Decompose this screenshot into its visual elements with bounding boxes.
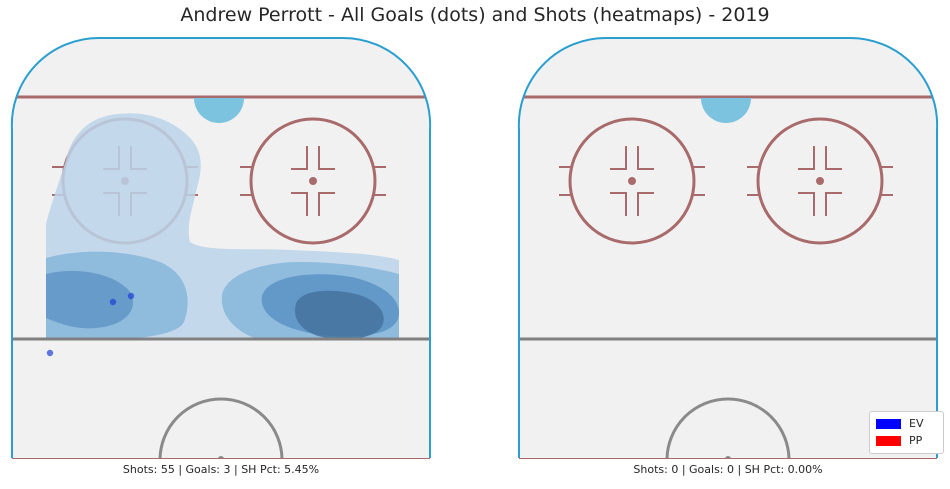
left-faceoff-circle-2 bbox=[240, 117, 386, 245]
goal-dot bbox=[109, 298, 117, 306]
chart-title: Andrew Perrott - All Goals (dots) and Sh… bbox=[180, 4, 770, 26]
goal-dot bbox=[127, 292, 135, 300]
right-goal-crease bbox=[701, 98, 751, 123]
left-shot-heatmap bbox=[46, 113, 400, 341]
legend-item-ev: EV bbox=[876, 417, 923, 430]
legend: EV PP bbox=[869, 411, 944, 454]
left-boards bbox=[10, 36, 432, 458]
left-center-circle bbox=[158, 397, 284, 459]
right-boards bbox=[517, 36, 939, 458]
left-rink bbox=[10, 36, 432, 459]
right-faceoff-circle-1 bbox=[559, 117, 705, 245]
legend-label-ev: EV bbox=[909, 417, 924, 430]
right-center-circle bbox=[665, 397, 791, 458]
legend-swatch-ev bbox=[876, 418, 901, 429]
legend-item-pp: PP bbox=[876, 434, 922, 447]
left-goal-crease bbox=[194, 98, 244, 123]
legend-swatch-pp bbox=[876, 435, 901, 446]
left-goal-dots bbox=[46, 292, 135, 357]
right-shot-stats: Shots: 0 | Goals: 0 | SH Pct: 0.00% bbox=[633, 463, 823, 476]
right-faceoff-circle-2 bbox=[747, 117, 893, 245]
right-rink bbox=[517, 36, 939, 459]
left-shot-stats: Shots: 55 | Goals: 3 | SH Pct: 5.45% bbox=[122, 463, 320, 476]
legend-label-pp: PP bbox=[909, 434, 923, 447]
right-rink-surface bbox=[518, 37, 938, 458]
goal-dot bbox=[46, 349, 54, 357]
